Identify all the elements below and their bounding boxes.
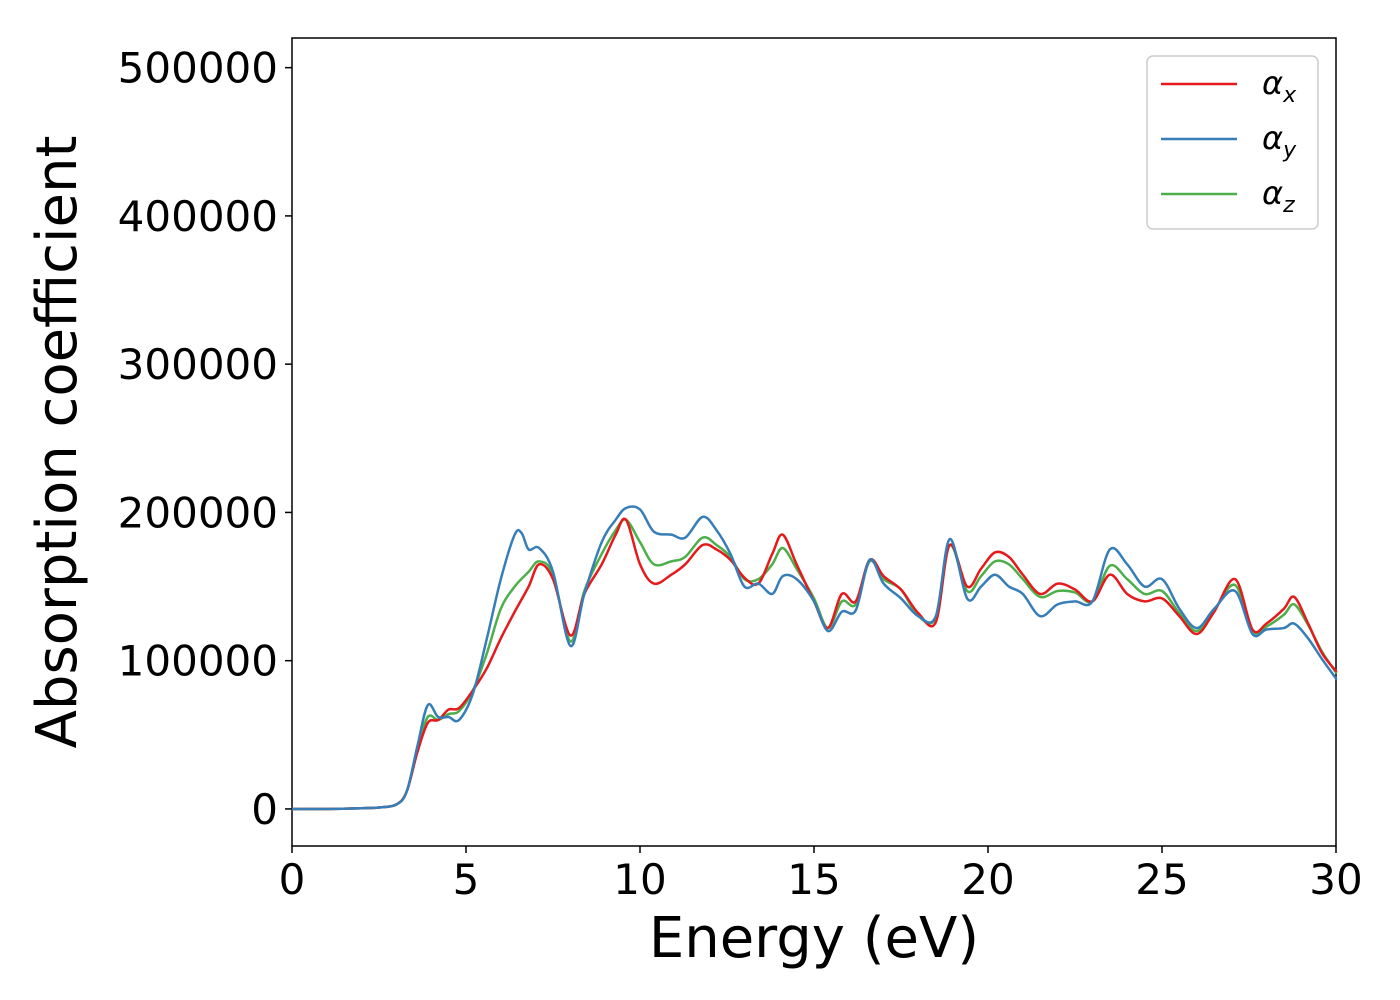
series-line-y [290,505,1338,811]
x-tick-label: 25 [1135,855,1188,904]
legend-label-y: αy [1262,119,1297,163]
legend-subscript: y [1282,138,1297,163]
x-tick-label: 30 [1309,855,1362,904]
x-tick-label: 5 [453,855,480,904]
y-axis-ticks: 0 100000 200000 300000 400000 500000 [118,44,292,834]
x-tick-label: 20 [961,855,1014,904]
x-tick-label: 15 [787,855,840,904]
legend-symbol: α [1262,119,1283,157]
y-tick-label: 200000 [118,488,278,537]
x-tick-label: 0 [279,855,306,904]
series-line-x [290,517,1338,811]
x-axis-title: Energy (eV) [649,906,979,971]
x-axis-ticks: 0 5 10 15 20 25 30 [279,846,1363,904]
legend-subscript: z [1282,193,1295,218]
y-axis-title: Absorption coefficient [25,136,90,749]
legend-symbol: α [1262,64,1283,102]
y-tick-label: 400000 [118,192,278,241]
legend-frame [1146,55,1319,230]
legend-subscript: x [1282,83,1297,108]
y-tick-label: 100000 [118,637,278,686]
legend-label-x: αx [1262,64,1297,108]
series-line-z [290,518,1338,811]
series-layer [290,505,1338,811]
y-tick-label: 500000 [118,44,278,93]
y-tick-label: 300000 [118,340,278,389]
x-tick-label: 10 [613,855,666,904]
legend-label-z: αz [1262,174,1295,218]
y-tick-label: 0 [251,785,278,834]
legend-symbol: α [1262,174,1283,212]
